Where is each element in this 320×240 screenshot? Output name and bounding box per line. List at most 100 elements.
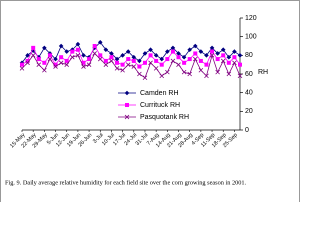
point <box>232 49 237 54</box>
point <box>97 56 103 62</box>
point <box>64 49 70 54</box>
point <box>137 71 142 77</box>
caption: Fig. 9. Daily average relative humidity … <box>5 179 247 186</box>
point <box>198 67 204 73</box>
point <box>181 69 187 75</box>
point <box>176 62 181 67</box>
point <box>114 66 120 71</box>
chart: RH Fig. 9. Daily average relative humidi… <box>0 0 300 202</box>
point <box>47 56 53 62</box>
point <box>210 49 215 54</box>
point <box>131 54 137 60</box>
y-tick-label: 20 <box>245 108 253 115</box>
point <box>159 73 165 79</box>
point <box>103 62 109 67</box>
point <box>42 60 47 65</box>
point <box>125 49 131 54</box>
legend-label: Pasquotank RH <box>140 114 189 121</box>
point <box>53 62 58 67</box>
y-tick-label: 100 <box>245 34 257 41</box>
point <box>98 53 103 58</box>
series-line <box>21 52 241 79</box>
point <box>165 69 170 75</box>
point <box>120 67 125 73</box>
point <box>192 56 198 62</box>
page: RH Fig. 9. Daily average relative humidi… <box>0 0 300 202</box>
point <box>142 75 148 81</box>
point <box>109 51 114 56</box>
point <box>131 64 137 69</box>
point <box>86 62 92 67</box>
point <box>42 67 47 73</box>
point <box>193 51 198 56</box>
point <box>126 57 131 62</box>
legend-marker <box>124 114 130 120</box>
point <box>81 60 86 65</box>
point <box>226 71 232 77</box>
point <box>120 53 125 58</box>
point <box>148 53 153 58</box>
point <box>103 58 108 63</box>
point <box>221 53 226 58</box>
point <box>115 60 120 65</box>
point <box>25 60 30 66</box>
point <box>36 62 42 67</box>
point <box>215 57 220 62</box>
point <box>226 60 231 65</box>
point <box>159 56 165 62</box>
point <box>92 51 97 56</box>
point <box>198 58 203 63</box>
point <box>131 58 136 63</box>
point <box>25 53 30 58</box>
point <box>220 47 226 53</box>
point <box>42 45 47 51</box>
point <box>192 43 198 49</box>
y-axis-label: RH <box>258 69 268 76</box>
point <box>31 45 36 50</box>
point <box>142 51 148 56</box>
legend-marker <box>125 103 129 107</box>
point <box>81 53 86 58</box>
point <box>19 66 25 71</box>
point <box>70 54 75 60</box>
point <box>153 66 159 71</box>
point <box>209 53 215 58</box>
series-line <box>21 41 241 64</box>
point <box>97 39 103 45</box>
point <box>125 62 131 67</box>
point <box>154 58 159 63</box>
point <box>87 57 92 62</box>
point <box>64 62 70 67</box>
y-tick-label: 0 <box>245 127 249 134</box>
point <box>109 55 114 60</box>
point <box>109 58 114 64</box>
point <box>53 64 58 69</box>
point <box>182 60 187 65</box>
point <box>36 57 41 62</box>
y-tick-label: 40 <box>245 90 253 97</box>
point <box>153 53 159 58</box>
legend-label: Camden RH <box>140 90 179 97</box>
point <box>187 71 192 77</box>
y-tick-label: 60 <box>245 71 253 78</box>
point <box>53 56 58 62</box>
point <box>70 49 75 54</box>
point <box>165 49 170 54</box>
point <box>232 55 237 60</box>
point <box>137 64 142 69</box>
legend-marker <box>124 90 130 96</box>
point <box>75 53 81 58</box>
point <box>238 62 242 67</box>
point <box>142 60 147 65</box>
point <box>58 60 64 66</box>
point <box>75 41 81 47</box>
point <box>170 49 175 54</box>
point <box>59 55 64 60</box>
y-tick-label: 80 <box>245 52 253 59</box>
point <box>209 45 215 51</box>
point <box>204 73 209 79</box>
series-line <box>21 45 241 68</box>
point <box>176 55 181 60</box>
point <box>148 47 153 53</box>
point <box>64 58 69 63</box>
